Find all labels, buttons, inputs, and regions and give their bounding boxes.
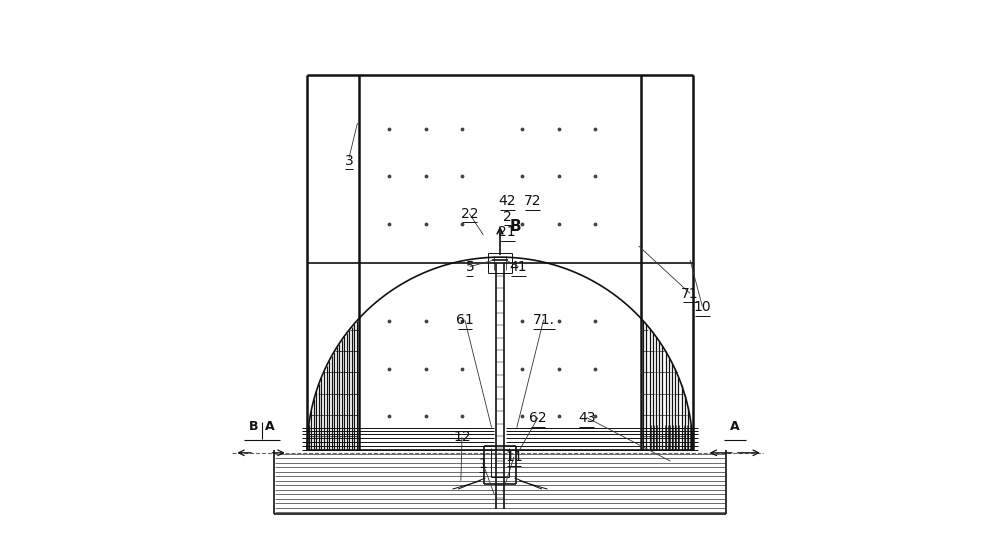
Text: 2: 2	[503, 210, 512, 224]
Text: 3: 3	[345, 154, 353, 168]
Text: 71: 71	[681, 287, 699, 301]
Text: B: B	[249, 420, 259, 433]
Text: A: A	[730, 420, 740, 433]
Text: 12: 12	[453, 430, 471, 444]
Text: 41: 41	[510, 260, 527, 274]
Text: 61: 61	[456, 313, 474, 327]
Text: 21: 21	[498, 225, 516, 239]
Text: 11: 11	[505, 450, 523, 464]
Text: 1: 1	[478, 457, 487, 471]
Text: 42: 42	[499, 194, 516, 208]
Text: B: B	[510, 219, 522, 234]
Text: A: A	[265, 420, 275, 433]
Text: 5: 5	[465, 260, 474, 274]
Text: 22: 22	[461, 207, 478, 221]
Text: 10: 10	[694, 300, 711, 314]
Text: 43: 43	[578, 411, 595, 425]
Text: 71.: 71.	[533, 313, 555, 327]
Text: 62: 62	[529, 411, 547, 425]
Text: 72: 72	[524, 194, 541, 208]
